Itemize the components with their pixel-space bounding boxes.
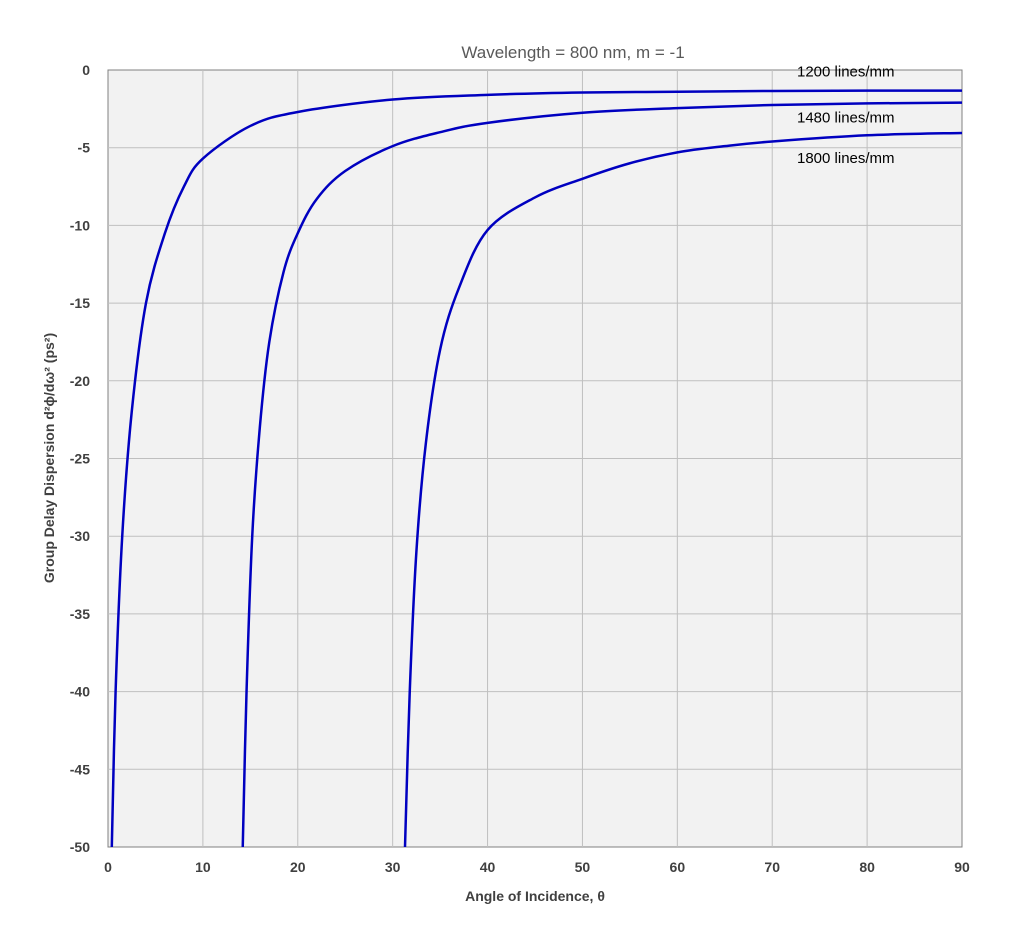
x-tick-label: 0 [104,859,112,875]
y-axis-label: Group Delay Dispersion d²ϕ/dω² (ps²) [41,333,57,583]
series-line-3 [403,131,963,848]
x-tick-label: 40 [480,859,496,875]
series-label-3: 1800 lines/mm [797,150,895,167]
y-tick-label: -50 [70,839,90,855]
gridlines [108,70,962,847]
y-tick-label: -15 [70,295,90,311]
x-axis-label: Angle of Incidence, θ [465,888,605,904]
x-tick-label: 30 [385,859,401,875]
y-tick-label: -45 [70,761,90,777]
x-tick-label: 80 [859,859,875,875]
x-tick-label: 50 [575,859,591,875]
y-tick-label: -5 [78,140,91,156]
x-tick-label: 60 [670,859,686,875]
x-tick-label: 20 [290,859,306,875]
x-axis-ticks: 0 10 20 30 40 50 60 70 80 90 [104,859,970,875]
y-tick-label: -30 [70,528,90,544]
series-line-2 [241,101,963,848]
y-tick-label: -20 [70,373,90,389]
y-axis-ticks: 0 -5 -10 -15 -20 -25 -30 -35 -40 -45 -50 [70,62,90,855]
series-label-2: 1480 lines/mm [797,110,895,127]
series-line-1 [110,89,963,848]
series-group: 1200 lines/mm 1480 lines/mm 1800 lines/mm [110,64,963,848]
y-tick-label: -40 [70,684,90,700]
series-label-1: 1200 lines/mm [797,64,895,81]
x-tick-label: 70 [764,859,780,875]
x-tick-label: 90 [954,859,970,875]
y-tick-label: -35 [70,606,90,622]
chart-title: Wavelength = 800 nm, m = -1 [461,43,684,62]
y-tick-label: -25 [70,451,90,467]
y-tick-label: 0 [82,62,90,78]
x-tick-label: 10 [195,859,211,875]
y-tick-label: -10 [70,217,90,233]
